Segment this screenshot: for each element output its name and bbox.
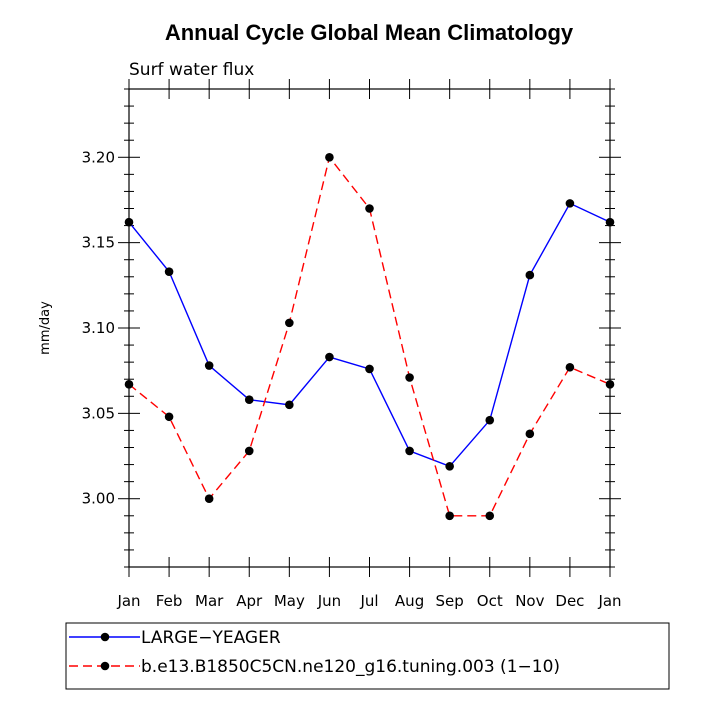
- data-point-s0-7: [405, 446, 414, 456]
- data-point-s0-6: [365, 364, 374, 374]
- data-point-s1-0: [124, 380, 134, 389]
- plot-frame: [128, 88, 611, 568]
- x-tick-label: Apr: [236, 592, 263, 610]
- data-point-s0-11: [565, 199, 575, 208]
- data-point-s0-0: [124, 217, 134, 227]
- data-point-s0-1: [164, 267, 174, 276]
- data-point-s1-8: [445, 511, 454, 521]
- x-tick-label: Dec: [555, 592, 584, 610]
- data-point-s0-3: [244, 395, 254, 405]
- series-points: [124, 152, 615, 521]
- y-axis-label: mm/day: [38, 301, 53, 355]
- legend: LARGE−YEAGER b.e13.B1850C5CN.ne120_g16.tu…: [69, 628, 560, 677]
- data-point-s1-1: [164, 412, 174, 422]
- data-point-s0-5: [325, 352, 334, 362]
- legend-marker-0: [100, 632, 110, 642]
- data-point-s0-4: [285, 400, 294, 410]
- y-tick-label: 3.20: [82, 148, 115, 166]
- y-tick-label: 3.15: [82, 234, 115, 252]
- data-point-s1-6: [365, 204, 374, 213]
- x-tick-label: Jan: [597, 592, 621, 610]
- data-point-s1-11: [565, 362, 575, 372]
- chart-title: Annual Cycle Global Mean Climatology: [165, 20, 574, 45]
- data-point-s0-10: [525, 270, 535, 280]
- x-tick-label: Mar: [195, 592, 224, 610]
- y-tick-labels: 3.00 3.05 3.10 3.15 3.20: [82, 148, 115, 507]
- data-point-s0-8: [445, 461, 454, 471]
- x-tick-labels: Jan Feb Mar Apr May Jun Jul Aug Sep Oct Nov Dec Jan: [116, 592, 621, 610]
- data-point-s1-12: [605, 380, 615, 389]
- chart-subtitle: Surf water flux: [129, 60, 254, 80]
- data-point-s1-3: [244, 446, 254, 456]
- x-tick-label: Oct: [477, 592, 503, 610]
- legend-box: [65, 622, 670, 690]
- x-tick-label: May: [274, 592, 305, 610]
- series-line-0: [128, 202, 611, 468]
- data-point-s1-9: [485, 511, 495, 521]
- x-tick-label: Jul: [359, 592, 378, 610]
- data-point-s1-2: [204, 494, 214, 504]
- y-tick-label: 3.10: [82, 319, 115, 337]
- data-point-s1-4: [285, 318, 294, 328]
- x-tick-label: Aug: [395, 592, 424, 610]
- legend-label-0: LARGE−YEAGER: [141, 628, 281, 648]
- x-tick-label: Jan: [116, 592, 140, 610]
- data-point-s0-12: [605, 217, 615, 227]
- data-point-s1-5: [325, 152, 334, 162]
- x-tick-label: Feb: [156, 592, 183, 610]
- y-tick-label: 3.05: [82, 404, 115, 422]
- data-point-s1-7: [405, 373, 414, 382]
- data-point-s1-10: [525, 429, 535, 439]
- x-tick-label: Nov: [515, 592, 544, 610]
- x-tick-label: Sep: [436, 592, 464, 610]
- x-tick-label: Jun: [317, 592, 341, 610]
- legend-marker-1: [100, 661, 110, 671]
- data-point-s0-9: [485, 415, 495, 425]
- legend-label-1: b.e13.B1850C5CN.ne120_g16.tuning.003 (1−…: [141, 657, 560, 677]
- plot-area: [118, 79, 621, 577]
- y-tick-label: 3.00: [82, 490, 115, 508]
- data-point-s0-2: [204, 361, 214, 370]
